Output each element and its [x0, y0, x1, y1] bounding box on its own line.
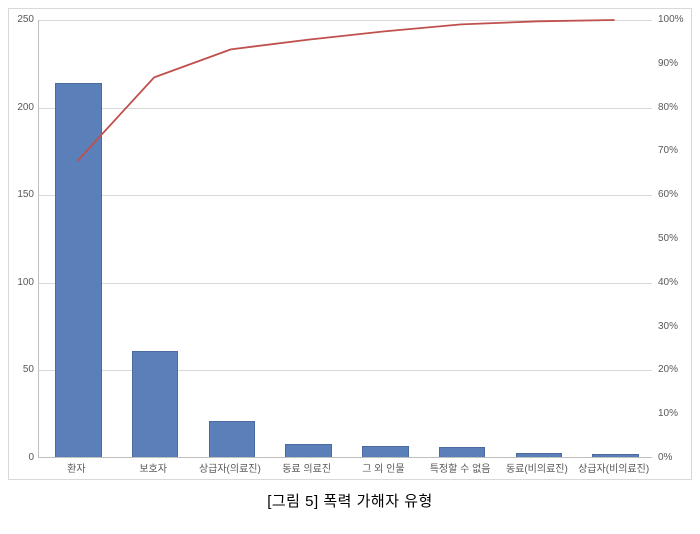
y-left-tick-label: 200: [10, 103, 34, 113]
y-left-tick-label: 250: [10, 15, 34, 25]
x-category-label: 상급자(비의료진): [575, 464, 652, 476]
y-left-tick-label: 150: [10, 190, 34, 200]
x-category-label: 동료(비의료진): [499, 464, 576, 476]
y-right-tick-label: 20%: [658, 365, 678, 375]
y-left-tick-label: 50: [10, 365, 34, 375]
x-category-label: 특정할 수 없음: [422, 464, 499, 476]
x-category-label: 동료 의료진: [268, 464, 345, 476]
y-right-tick-label: 50%: [658, 234, 678, 244]
x-category-label: 환자: [38, 464, 115, 476]
x-category-label: 상급자(의료진): [192, 464, 269, 476]
y-right-tick-label: 90%: [658, 59, 678, 69]
y-right-tick-label: 10%: [658, 409, 678, 419]
y-left-tick-label: 0: [10, 453, 34, 463]
x-category-label: 그 외 인물: [345, 464, 422, 476]
y-right-tick-label: 40%: [658, 278, 678, 288]
y-right-tick-label: 100%: [658, 15, 684, 25]
plot-area: 213602076521: [38, 20, 652, 458]
y-right-tick-label: 30%: [658, 322, 678, 332]
y-right-tick-label: 70%: [658, 146, 678, 156]
x-category-label: 보호자: [115, 464, 192, 476]
y-right-tick-label: 80%: [658, 103, 678, 113]
figure-container: 213602076521 [그림 5] 폭력 가해자 유형 0 50 100 150 2…: [0, 0, 700, 534]
y-left-tick-label: 100: [10, 278, 34, 288]
y-right-tick-label: 0%: [658, 453, 672, 463]
cumulative-line: [39, 20, 653, 458]
y-right-tick-label: 60%: [658, 190, 678, 200]
figure-caption: [그림 5] 폭력 가해자 유형: [0, 490, 700, 511]
